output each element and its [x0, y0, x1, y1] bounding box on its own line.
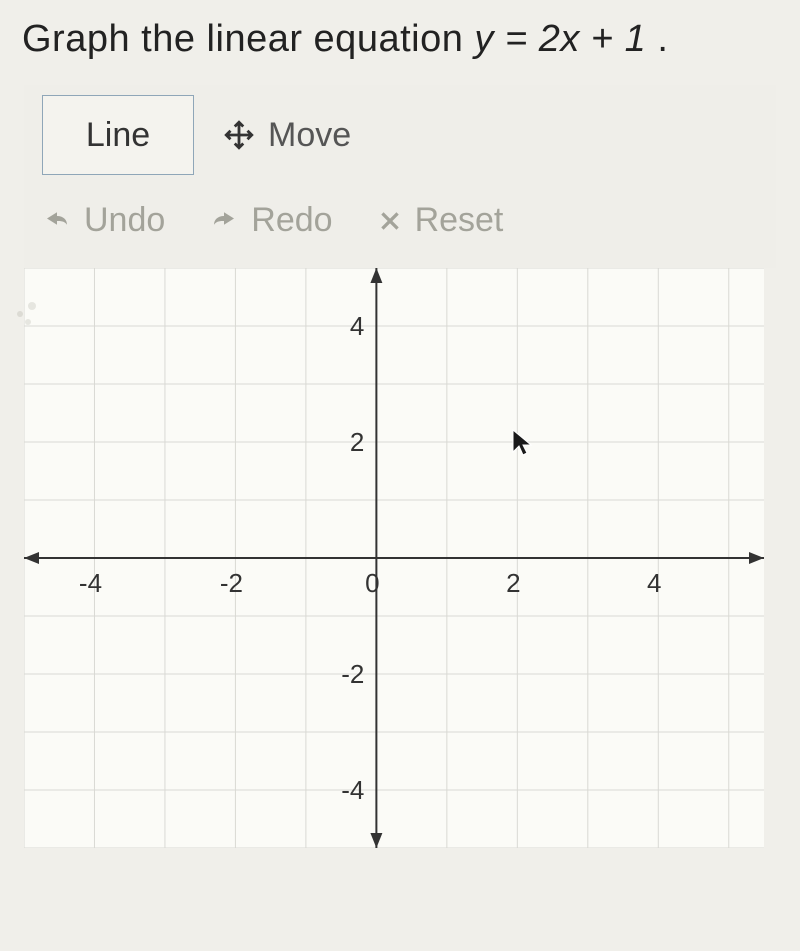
tool-panel: Line Move Und [24, 85, 776, 268]
redo-icon [209, 206, 239, 236]
move-tool-label: Move [268, 116, 351, 155]
undo-label: Undo [84, 201, 165, 240]
undo-button[interactable]: Undo [42, 201, 165, 240]
instruction-suffix: . [646, 18, 668, 60]
reset-label: Reset [415, 201, 504, 240]
close-icon [377, 208, 403, 234]
tool-row-primary: Line Move [24, 85, 776, 181]
redo-button[interactable]: Redo [209, 201, 332, 240]
svg-text:-2: -2 [341, 659, 364, 689]
svg-text:4: 4 [350, 311, 364, 341]
redo-label: Redo [251, 201, 332, 240]
svg-text:2: 2 [506, 568, 520, 598]
svg-text:-4: -4 [79, 568, 102, 598]
svg-text:4: 4 [647, 568, 661, 598]
instruction-text: Graph the linear equation y = 2x + 1 . [22, 18, 780, 61]
svg-text:-2: -2 [220, 568, 243, 598]
graph-canvas[interactable]: -4 -2 0 2 4 -4 -2 2 4 [24, 268, 764, 848]
coordinate-grid: -4 -2 0 2 4 -4 -2 2 4 [24, 268, 764, 848]
reset-button[interactable]: Reset [377, 201, 504, 240]
line-tool-label: Line [86, 116, 150, 155]
equation-text: y = 2x + 1 [474, 18, 646, 60]
mouse-cursor-icon [510, 428, 534, 463]
move-icon [222, 118, 256, 152]
instruction-prefix: Graph the linear equation [22, 18, 474, 60]
tool-row-secondary: Undo Redo Reset [24, 181, 776, 262]
undo-icon [42, 206, 72, 236]
smudge-artifact [10, 294, 50, 334]
move-tool-button[interactable]: Move [222, 116, 351, 155]
svg-text:2: 2 [350, 427, 364, 457]
svg-text:-4: -4 [341, 775, 364, 805]
svg-text:0: 0 [365, 568, 379, 598]
line-tool-button[interactable]: Line [42, 95, 194, 175]
